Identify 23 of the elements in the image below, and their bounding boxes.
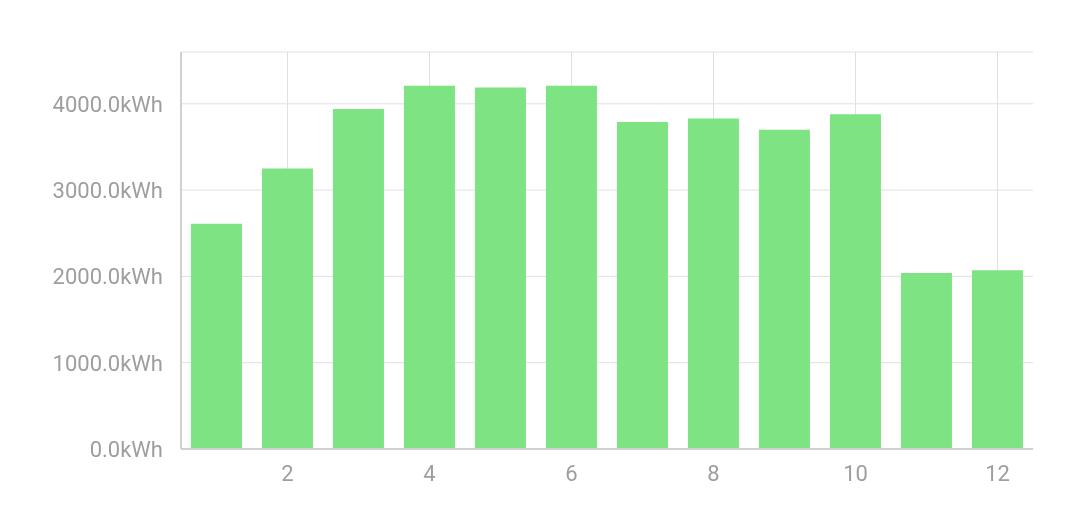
- x-tick-label: 10: [843, 460, 868, 486]
- bar: [900, 272, 952, 449]
- x-tick-label: 8: [707, 460, 720, 486]
- bar: [616, 121, 668, 449]
- bar: [687, 118, 739, 449]
- bar: [971, 270, 1023, 449]
- bar: [829, 114, 881, 449]
- bar: [403, 85, 455, 449]
- y-tick-label: 1000.0kWh: [52, 350, 163, 376]
- bar: [758, 129, 810, 449]
- x-tick-label: 6: [565, 460, 578, 486]
- y-tick-label: 0.0kWh: [89, 436, 163, 462]
- y-tick-label: 2000.0kWh: [52, 264, 163, 290]
- x-tick-label: 4: [423, 460, 436, 486]
- y-tick-label: 3000.0kWh: [52, 177, 163, 203]
- y-tick-label: 4000.0kWh: [52, 91, 163, 117]
- x-tick-label: 12: [985, 460, 1010, 486]
- bar: [474, 87, 526, 449]
- x-tick-label: 2: [281, 460, 294, 486]
- bar: [190, 223, 242, 449]
- bar: [261, 168, 313, 449]
- bar: [332, 108, 384, 449]
- bar: [545, 85, 597, 449]
